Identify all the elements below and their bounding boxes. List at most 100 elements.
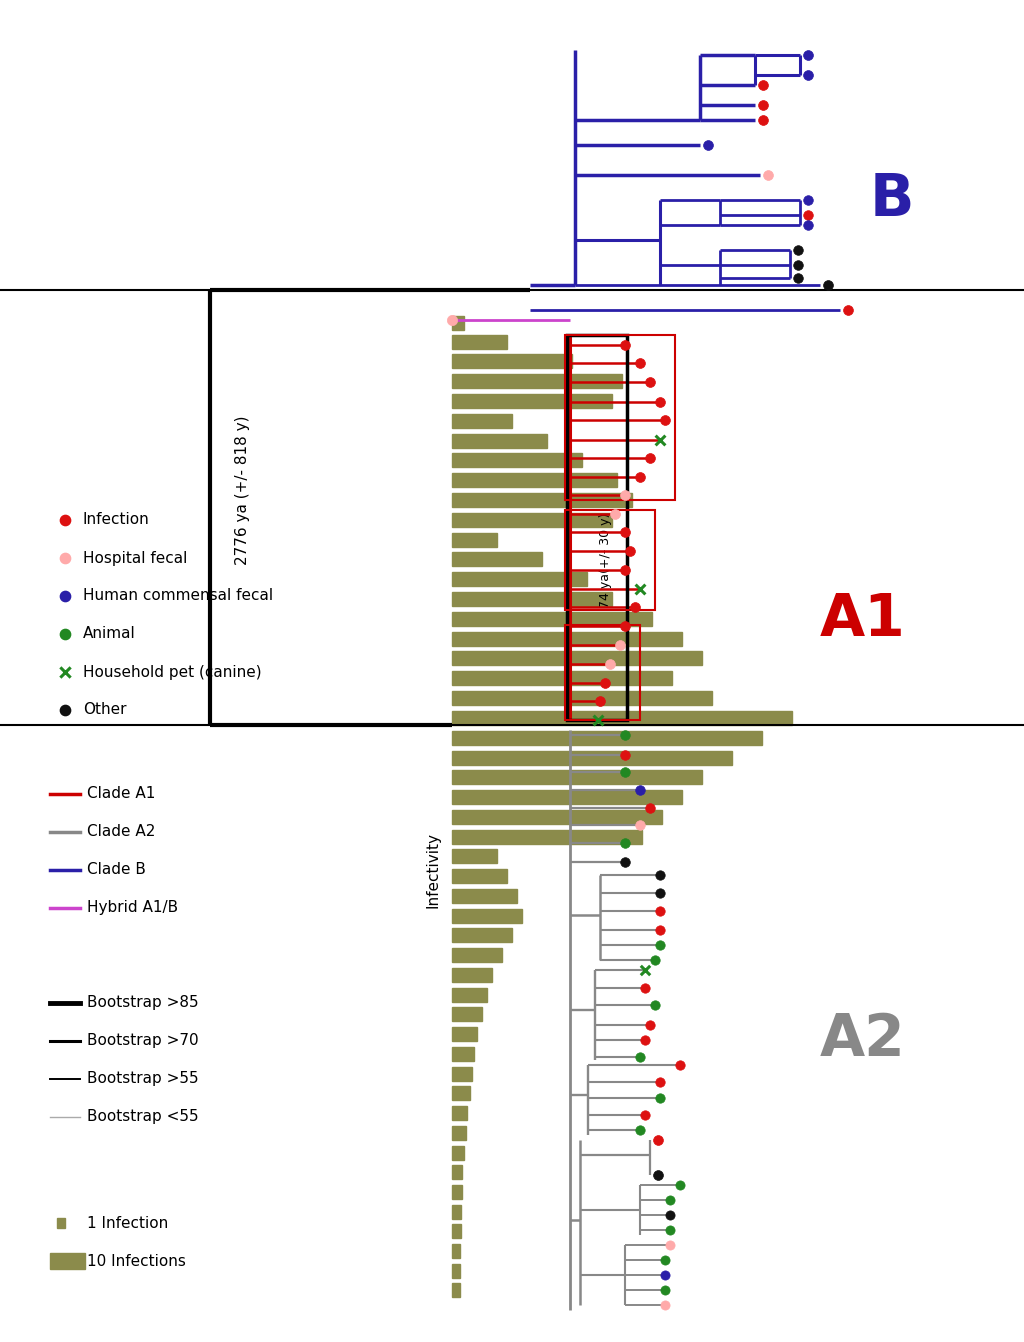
Point (652, 392, 669, 413)
Bar (452, 493, 632, 507)
Point (642, 372, 658, 393)
Point (632, 1119, 648, 1141)
Point (656, 1249, 673, 1271)
Text: 1 Infection: 1 Infection (87, 1216, 168, 1231)
Point (632, 578, 648, 600)
Bar (567, 336, 627, 721)
Bar (452, 849, 497, 863)
Bar (452, 947, 502, 962)
Text: Infectivity: Infectivity (426, 832, 440, 909)
Bar (452, 888, 517, 903)
Point (616, 745, 633, 766)
Point (642, 1015, 658, 1036)
Text: Other: Other (83, 702, 127, 718)
Point (616, 484, 633, 506)
Bar (452, 968, 492, 982)
Point (616, 521, 633, 542)
Point (616, 832, 633, 854)
Bar (452, 1264, 460, 1278)
Point (650, 1165, 667, 1186)
Point (632, 466, 648, 487)
Bar (452, 1106, 467, 1121)
Bar (452, 829, 642, 844)
Point (632, 815, 648, 836)
Point (662, 1204, 678, 1225)
Point (755, 94, 771, 115)
Point (592, 690, 608, 711)
Point (650, 1129, 667, 1150)
Text: Bootstrap <55: Bootstrap <55 (87, 1108, 199, 1125)
Point (56, 662, 73, 683)
Point (672, 1055, 688, 1076)
Bar (452, 572, 587, 586)
Bar (452, 1047, 474, 1062)
Text: 74 ya(+/- 30 y): 74 ya(+/- 30 y) (598, 513, 611, 608)
Bar (452, 731, 762, 745)
Bar (452, 988, 487, 1002)
Text: Bootstrap >70: Bootstrap >70 (87, 1033, 199, 1048)
Point (637, 1029, 653, 1051)
Point (627, 596, 643, 617)
Point (652, 1087, 669, 1108)
Bar (452, 513, 612, 527)
Bar (452, 1165, 462, 1180)
Bar (565, 510, 655, 611)
Point (616, 615, 633, 636)
Bar (452, 770, 702, 784)
Bar (452, 671, 672, 684)
Bar (452, 811, 662, 824)
Point (652, 900, 669, 922)
Text: Bootstrap >55: Bootstrap >55 (87, 1071, 199, 1086)
Point (652, 1071, 669, 1092)
Point (800, 189, 816, 211)
Bar (452, 533, 497, 548)
Point (800, 64, 816, 86)
Point (590, 710, 606, 731)
Bar (452, 691, 712, 705)
Point (790, 239, 806, 260)
Point (616, 851, 633, 872)
Point (616, 761, 633, 782)
Point (800, 204, 816, 225)
Point (672, 1174, 688, 1196)
Text: B: B (870, 172, 914, 228)
Point (637, 977, 653, 998)
Bar (452, 1126, 466, 1139)
Text: Clade B: Clade B (87, 862, 145, 878)
Point (820, 274, 837, 295)
Point (632, 352, 648, 373)
Text: A2: A2 (820, 1012, 906, 1068)
Bar (452, 612, 652, 625)
Bar (452, 1205, 461, 1219)
Point (800, 215, 816, 236)
Point (616, 560, 633, 581)
Point (656, 409, 673, 431)
Point (840, 299, 856, 321)
Bar (452, 870, 507, 883)
Point (699, 134, 716, 156)
Point (56, 548, 73, 569)
Point (755, 74, 771, 95)
Point (647, 949, 664, 970)
Bar (452, 336, 507, 349)
Text: Bootstrap >85: Bootstrap >85 (87, 996, 199, 1011)
Point (622, 541, 638, 562)
Bar (452, 315, 464, 330)
Bar (565, 336, 675, 501)
Point (790, 267, 806, 289)
Bar (57, 1219, 65, 1228)
Bar (452, 395, 612, 408)
Text: Hospital fecal: Hospital fecal (83, 550, 187, 565)
Point (56, 585, 73, 607)
Bar (452, 711, 792, 725)
Bar (452, 1224, 461, 1239)
Point (800, 44, 816, 66)
Point (443, 309, 460, 330)
Point (56, 509, 73, 530)
Point (642, 797, 658, 819)
Bar (452, 651, 702, 666)
Bar (452, 1146, 464, 1159)
Point (656, 1294, 673, 1315)
Point (652, 919, 669, 941)
Point (616, 334, 633, 356)
